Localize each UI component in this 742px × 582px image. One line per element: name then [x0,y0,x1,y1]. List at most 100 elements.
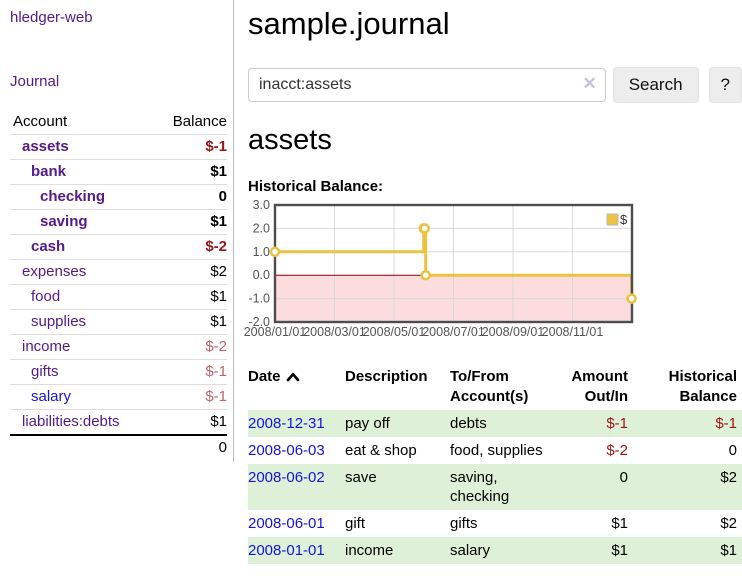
account-balance: $1 [210,213,227,230]
account-link[interactable]: assets [22,138,69,155]
historical-balance-chart[interactable]: $3.0 2.0 1.0 0.0 -1.0 -2.02008/01/012008/03/0… [244,198,742,347]
date-column-label: Date [248,368,281,385]
account-balance: $-1 [205,363,227,380]
transaction-description-cell: pay off [345,410,450,437]
main-content: sample.journal ✕ Search ? assets Histori… [244,0,742,564]
accounts-table-header: Account Balance [10,110,227,135]
account-link[interactable]: bank [31,163,67,180]
transaction-accounts-cell: salary [450,537,558,564]
account-row: income $-2 [10,334,227,360]
transaction-balance-cell: 0 [728,442,737,459]
account-balance: $1 [210,313,227,330]
sort-ascending-icon [286,368,300,388]
transaction-date-cell: 2008-12-31 [248,410,345,437]
account-row: saving $1 [10,209,227,235]
account-link[interactable]: salary [31,388,72,405]
account-row: salary $-1 [10,384,227,410]
transaction-date-link[interactable]: 2008-12-31 [248,415,325,432]
account-balance: $1 [210,413,227,430]
account-balance: $-2 [205,238,227,255]
date-column-header[interactable]: Date [248,364,345,410]
account-row: supplies $1 [10,309,227,335]
legend-swatch [606,213,619,226]
transaction-row: 2008-06-03 eat & shop food, supplies $-2 0 [248,437,742,464]
transaction-row: 2008-01-01 income salary $1 $1 [248,537,742,564]
account-link[interactable]: cash [31,238,66,255]
balance-column-header: Historical Balance [668,368,737,405]
accounts-column-header: To/From Account(s) [450,368,529,405]
transaction-row: 2008-06-02 save saving, checking 0 $2 [248,464,742,510]
transaction-date-link[interactable]: 2008-01-01 [248,542,325,559]
transaction-balance-cell: $2 [630,464,742,510]
account-column-header: Account [13,113,68,130]
transaction-date-link[interactable]: 2008-06-02 [248,469,325,486]
accounts-table: Account Balance assets $-1 bank $1 checking 0… [10,110,227,460]
transaction-date-link[interactable]: 2008-06-03 [248,442,325,459]
page-title: sample.journal [248,6,450,41]
y-tick-label: 1.0 [253,245,270,259]
search-form: ✕ Search ? [248,67,742,103]
data-point[interactable] [269,246,281,258]
x-tick-label: 2008/07/01 [422,325,485,339]
description-column-header: Description [345,368,428,385]
transaction-accounts-cell: food, supplies [450,442,543,459]
transaction-date-cell: 2008-06-01 [248,510,345,537]
transaction-description-cell: eat & shop [345,442,417,459]
account-link[interactable]: liabilities:debts [22,413,120,430]
account-balance: $-2 [205,338,227,355]
y-tick-label: 3.0 [253,198,270,212]
chart-title: Historical Balance: [248,178,384,195]
account-link[interactable]: expenses [22,263,87,280]
account-link[interactable]: saving [40,213,88,230]
transaction-amount-cell: $-2 [606,442,628,459]
account-link[interactable]: supplies [31,313,87,330]
y-tick-label: 0.0 [253,268,270,282]
sidebar-item-journal[interactable]: Journal [10,73,60,90]
x-tick-label: 2008/09/01 [482,325,545,339]
transaction-accounts-cell: saving, checking [450,464,558,510]
account-balance: $1 [210,288,227,305]
y-tick-label: 2.0 [253,221,270,235]
transaction-balance-cell: $2 [720,515,737,532]
sidebar: hledger-web Journal Account Balance asse… [0,0,234,462]
account-link[interactable]: gifts [31,363,59,380]
y-tick-label: -2.0 [248,315,270,329]
x-tick-label: 2008/05/01 [363,325,426,339]
transaction-row: 2008-12-31 pay off debts $-1 $-1 [248,410,742,437]
account-row: assets $-1 [10,134,227,160]
account-balance: $2 [210,263,227,280]
account-link[interactable]: income [22,338,71,355]
x-tick-label: 2008/03/01 [303,325,366,339]
help-button[interactable]: ? [708,67,742,103]
account-link[interactable]: food [31,288,61,305]
transaction-amount-cell: $1 [558,537,630,564]
search-input[interactable] [248,68,606,102]
data-point[interactable] [626,293,637,304]
account-row: food $1 [10,284,227,310]
accounts-total-row: 0 [10,435,227,460]
account-link[interactable]: checking [40,188,106,205]
account-row: liabilities:debts $1 [10,409,227,436]
transaction-date-cell: 2008-06-02 [248,464,345,510]
data-point[interactable] [419,223,430,234]
transaction-date-link[interactable]: 2008-06-01 [248,515,325,532]
register-table: Date Description To/From Account(s) Amou… [248,364,742,564]
plot-border [273,203,634,324]
app-title-link[interactable]: hledger-web [10,9,93,26]
account-row: bank $1 [10,159,227,185]
account-row: expenses $2 [10,259,227,285]
transaction-balance-cell: $-1 [630,410,742,437]
account-row: checking 0 [10,184,227,210]
y-tick-label: -1.0 [248,292,270,306]
transaction-accounts-cell: gifts [450,515,478,532]
transaction-row: 2008-06-01 gift gifts $1 $2 [248,510,742,537]
account-row: cash $-2 [10,234,227,260]
search-button[interactable]: Search [612,67,699,103]
data-point[interactable] [420,269,431,281]
transaction-amount-cell: $-1 [558,410,630,437]
clear-search-icon[interactable]: ✕ [582,74,597,93]
account-balance: $1 [210,163,227,180]
amount-column-header: Amount Out/In [571,368,628,405]
account-balance: $-1 [205,388,227,405]
transaction-date-cell: 2008-06-03 [248,437,345,464]
